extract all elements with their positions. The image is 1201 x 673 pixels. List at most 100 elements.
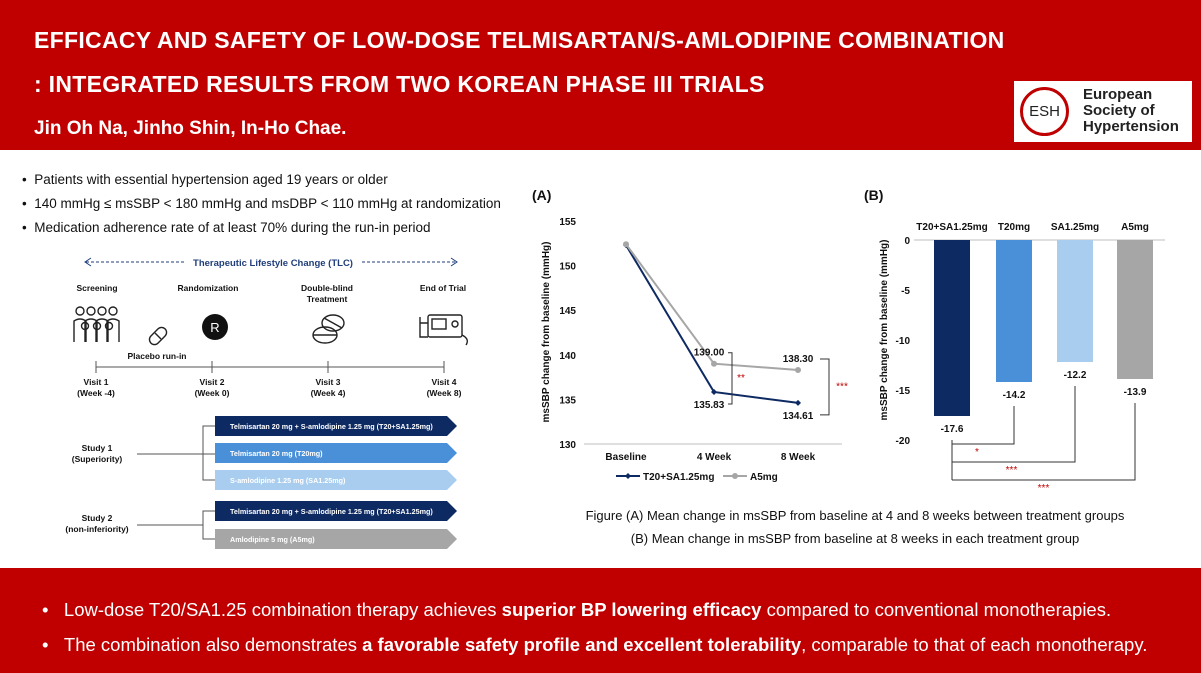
esh-logo-text: European Society of Hypertension	[1083, 87, 1179, 135]
conclusion-emphasis: a favorable safety profile and excellent…	[362, 634, 802, 655]
authors: Jin Oh Na, Jinho Shin, In-Ho Chae.	[34, 118, 347, 139]
y-tick-label: -10	[896, 336, 911, 347]
title-line-1: EFFICACY AND SAFETY OF LOW-DOSE TELMISAR…	[34, 27, 1005, 53]
figure-caption-line-1: Figure (A) Mean change in msSBP from bas…	[585, 508, 1125, 523]
visit-4-week: (Week 8)	[427, 388, 462, 398]
arm-label: Telmisartan 20 mg + S-amlodipine 1.25 mg…	[230, 507, 433, 516]
chart-a-line: (A) msSBP change from baseline (mmHg) 13…	[532, 187, 848, 483]
arm-bar-combo-study2	[215, 501, 457, 521]
legend-label: A5mg	[750, 472, 778, 483]
significance-bracket	[952, 403, 1136, 481]
study-1-type: (Superiority)	[72, 454, 123, 464]
significance-marker: **	[737, 373, 745, 384]
legend-marker	[625, 473, 631, 479]
y-tick-label: 145	[559, 306, 576, 317]
legend-label: T20+SA1.25mg	[643, 472, 714, 483]
conclusion-text: The combination also demonstrates	[63, 634, 363, 655]
criteria-text: Medication adherence rate of at least 70…	[34, 220, 431, 235]
tlc-label: Therapeutic Lifestyle Change (TLC)	[193, 258, 353, 269]
bp-monitor-icon	[419, 314, 469, 346]
logo-text-line-3: Hypertension	[1083, 118, 1179, 135]
study-1-label: Study 1	[82, 443, 113, 453]
y-tick-label: 140	[559, 351, 576, 362]
people-icon	[73, 306, 120, 342]
data-point	[711, 360, 717, 367]
bar	[934, 240, 970, 416]
criteria-text: Patients with essential hypertension age…	[34, 172, 388, 187]
criteria-item: • Patients with essential hypertension a…	[22, 172, 388, 187]
y-tick-label: 155	[559, 217, 576, 228]
placebo-run-in-label: Placebo run-in	[127, 351, 186, 361]
x-tick-label: Baseline	[605, 452, 647, 463]
pill-icon	[148, 326, 168, 346]
conclusion-text: , comparable to that of each monotherapy…	[801, 634, 1148, 655]
y-tick-label: -5	[901, 286, 910, 297]
randomization-symbol: R	[210, 320, 219, 335]
arm-bar-combo-study1	[215, 416, 457, 436]
conclusion-item: • Low-dose T20/SA1.25 combination therap…	[42, 599, 1112, 620]
phase-randomization: Randomization	[178, 283, 239, 293]
panel-a-label: (A)	[532, 187, 551, 203]
bracket-week4	[728, 352, 733, 405]
y-tick-label: -20	[896, 436, 911, 447]
significance-marker: *	[975, 447, 979, 458]
significance-marker: ***	[1006, 465, 1018, 476]
y-tick-label: 0	[904, 236, 910, 247]
conclusion-text: compared to conventional monotherapies.	[761, 599, 1112, 620]
significance-bracket	[952, 406, 1015, 445]
esh-logo-icon: ESH	[1020, 87, 1069, 136]
significance-marker: ***	[836, 381, 848, 392]
header-banner: EFFICACY AND SAFETY OF LOW-DOSE TELMISAR…	[0, 0, 1201, 150]
study-2-label: Study 2	[82, 513, 113, 523]
significance-marker: ***	[1038, 483, 1050, 494]
phase-end-of-trial: End of Trial	[420, 283, 466, 293]
conclusion-text: Low-dose T20/SA1.25 combination therapy …	[63, 599, 502, 620]
tablets-icon	[312, 314, 345, 344]
esh-logo: ESH European Society of Hypertension	[1014, 81, 1192, 142]
phase-treatment: Treatment	[307, 294, 348, 304]
visit-2-week: (Week 0)	[195, 388, 230, 398]
y-tick-label: -15	[896, 386, 911, 397]
legend-marker	[732, 473, 738, 479]
title-line-2: : INTEGRATED RESULTS FROM TWO KOREAN PHA…	[34, 71, 765, 97]
arm-bar-t20	[215, 443, 457, 463]
bar	[1117, 240, 1153, 379]
bracket-week8	[820, 358, 830, 416]
bar-value-label: -14.2	[1003, 390, 1026, 401]
data-point	[795, 366, 801, 373]
visit-3-week: (Week 4)	[311, 388, 346, 398]
phase-double-blind: Double-blind	[301, 283, 353, 293]
x-tick-label: 4 Week	[697, 452, 732, 463]
inclusion-criteria: • Patients with essential hypertension a…	[22, 172, 501, 244]
criteria-item: • Medication adherence rate of at least …	[22, 220, 431, 235]
chart-b-ylabel: msSBP change from baseline (mmHg)	[879, 240, 890, 421]
data-label: 139.00	[694, 348, 725, 359]
data-point	[623, 241, 629, 248]
phase-screening: Screening	[76, 283, 117, 293]
arm-label: Telmisartan 20 mg (T20mg)	[230, 449, 323, 458]
data-point	[711, 388, 717, 395]
bar	[1057, 240, 1093, 362]
bar	[996, 240, 1032, 382]
criteria-item: • 140 mmHg ≤ msSBP < 180 mmHg and msDBP …	[22, 196, 501, 211]
arm-label: Amlodipine 5 mg (A5mg)	[230, 535, 315, 544]
x-tick-label: 8 Week	[781, 452, 816, 463]
y-tick-label: 130	[559, 440, 576, 451]
arm-bar-sa125	[215, 470, 457, 490]
figure-caption-line-2: (B) Mean change in msSBP from baseline a…	[630, 531, 1080, 546]
visit-1-week: (Week -4)	[77, 388, 115, 398]
chart-a-ylabel: msSBP change from baseline (mmHg)	[541, 242, 552, 423]
bar-value-label: -12.2	[1064, 370, 1087, 381]
conclusion-banner: • Low-dose T20/SA1.25 combination therap…	[0, 568, 1201, 673]
data-label: 134.61	[783, 411, 814, 422]
y-tick-label: 135	[559, 395, 576, 406]
conclusion-item: • The combination also demonstrates a fa…	[42, 634, 1148, 655]
randomization-icon	[202, 314, 228, 340]
data-point	[795, 399, 801, 406]
bar-value-label: -17.6	[941, 424, 964, 435]
arm-label: S-amlodipine 1.25 mg (SA1.25mg)	[230, 476, 346, 485]
study-design-diagram: Therapeutic Lifestyle Change (TLC) Scree…	[65, 257, 469, 549]
bar-value-label: -13.9	[1124, 387, 1147, 398]
data-label: 135.83	[694, 400, 725, 411]
significance-bracket	[952, 386, 1076, 463]
